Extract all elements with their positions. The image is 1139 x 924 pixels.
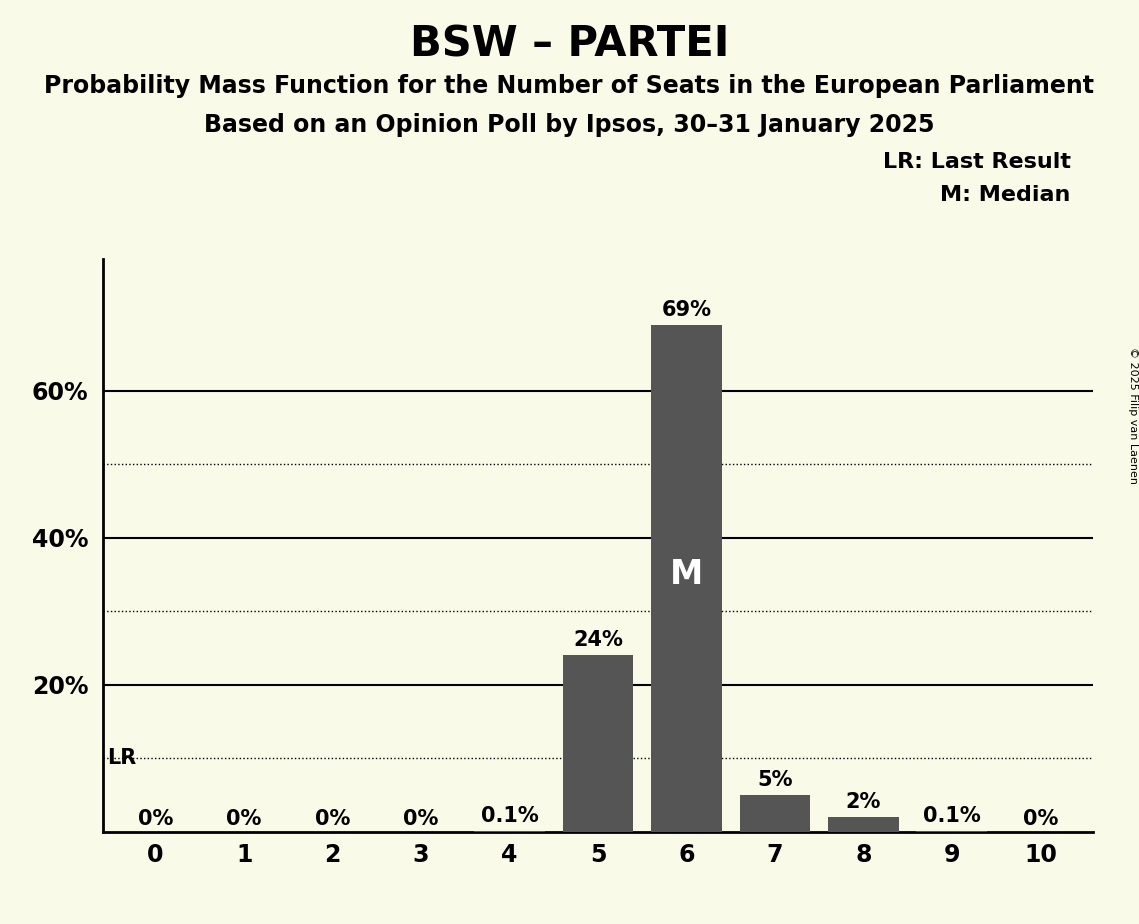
Text: M: M [670,558,703,591]
Text: BSW – PARTEI: BSW – PARTEI [410,23,729,65]
Text: 24%: 24% [573,630,623,650]
Text: 5%: 5% [757,770,793,790]
Text: 0%: 0% [1023,809,1058,830]
Bar [828,817,899,832]
Text: © 2025 Filip van Laenen: © 2025 Filip van Laenen [1129,347,1138,484]
Text: 0.1%: 0.1% [481,806,539,826]
Text: LR: LR [107,748,137,768]
Bar [652,325,722,832]
Bar [739,795,810,832]
Text: 69%: 69% [662,299,712,320]
Text: 0%: 0% [314,809,350,830]
Text: 0%: 0% [227,809,262,830]
Bar [563,655,633,832]
Text: M: Median: M: Median [941,185,1071,205]
Text: Based on an Opinion Poll by Ipsos, 30–31 January 2025: Based on an Opinion Poll by Ipsos, 30–31… [204,113,935,137]
Text: LR: Last Result: LR: Last Result [883,152,1071,173]
Text: 0%: 0% [403,809,439,830]
Text: 0.1%: 0.1% [923,806,981,826]
Text: 2%: 2% [846,792,882,812]
Text: 0%: 0% [138,809,173,830]
Text: Probability Mass Function for the Number of Seats in the European Parliament: Probability Mass Function for the Number… [44,74,1095,98]
